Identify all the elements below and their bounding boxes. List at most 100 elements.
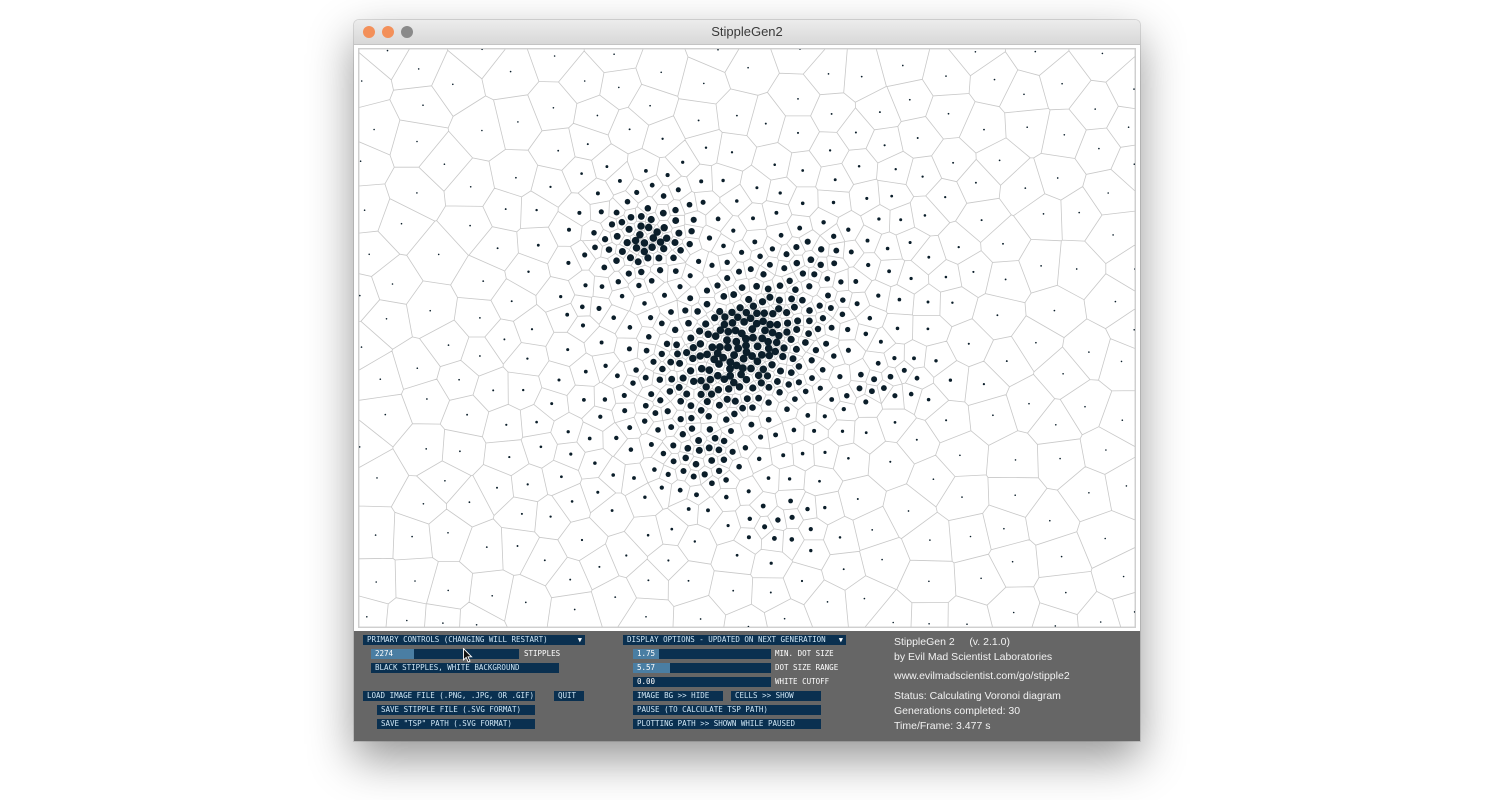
stipple-dot xyxy=(697,119,700,122)
stipple-dot xyxy=(447,589,450,592)
stipple-dot xyxy=(492,389,495,392)
stipples-slider[interactable]: 2274 xyxy=(371,649,519,659)
stipple-dot xyxy=(595,191,600,196)
stipple-dot xyxy=(878,111,881,114)
title-bar[interactable]: StippleGen2 xyxy=(354,20,1140,45)
stipple-dot xyxy=(901,64,904,67)
stipple-dot xyxy=(758,298,767,306)
stipple-canvas[interactable] xyxy=(358,48,1136,628)
stipple-dot xyxy=(633,367,639,373)
stipple-dot xyxy=(443,163,446,165)
stipple-dot xyxy=(1088,351,1090,353)
save-tsp-path-button[interactable]: SAVE "TSP" PATH (.SVG FORMAT) xyxy=(377,719,535,729)
stipple-dot xyxy=(466,413,469,416)
stipple-dot xyxy=(945,419,948,422)
stipple-dot xyxy=(883,144,886,147)
stipple-dot xyxy=(640,247,649,256)
quit-button[interactable]: QUIT xyxy=(554,691,584,701)
stipple-dot xyxy=(759,365,768,374)
stipple-dot xyxy=(802,388,809,395)
stipple-dot xyxy=(468,501,471,504)
stipple-dot xyxy=(626,346,632,352)
minimize-window-button[interactable] xyxy=(382,26,394,38)
stipple-dot xyxy=(998,159,1001,162)
stipple-dot xyxy=(672,217,680,225)
plotting-path-toggle[interactable]: PLOTTING PATH >> SHOWN WHILE PAUSED xyxy=(633,719,821,729)
stipple-dot xyxy=(769,591,772,594)
stipple-dot xyxy=(764,285,772,293)
stipple-dot xyxy=(376,477,378,479)
stipple-dot xyxy=(945,75,947,77)
stipple-dot xyxy=(611,315,617,321)
stipple-dot xyxy=(552,106,555,109)
stipple-dot xyxy=(482,280,485,282)
stipple-dot xyxy=(599,340,604,345)
stipple-dot xyxy=(1065,591,1067,594)
save-stipple-button[interactable]: SAVE STIPPLE FILE (.SVG FORMAT) xyxy=(377,705,535,715)
stipple-dot xyxy=(746,535,751,540)
display-options-dropdown[interactable]: DISPLAY OPTIONS - UPDATED ON NEXT GENERA… xyxy=(623,635,846,645)
stipple-dot xyxy=(775,296,783,304)
stipple-dot xyxy=(634,258,642,266)
stipple-dot xyxy=(665,173,670,178)
stipple-dot xyxy=(1035,341,1037,344)
stipple-dot xyxy=(715,401,723,409)
stipple-dot xyxy=(726,364,734,373)
zoom-window-button[interactable] xyxy=(401,26,413,38)
stipple-dot xyxy=(737,370,745,379)
stipple-dot xyxy=(605,165,609,169)
stipple-dot xyxy=(840,429,845,433)
stipple-dot xyxy=(642,374,649,381)
window-title: StippleGen2 xyxy=(711,24,783,39)
stipple-dot xyxy=(735,553,739,557)
stipple-dot xyxy=(648,277,655,284)
cells-toggle[interactable]: CELLS >> SHOW xyxy=(731,691,821,701)
close-window-button[interactable] xyxy=(363,26,375,38)
stipple-dot xyxy=(709,262,715,268)
image-bg-toggle[interactable]: IMAGE BG >> HIDE xyxy=(633,691,723,701)
stipple-dot xyxy=(881,558,883,561)
stipple-dot xyxy=(625,225,633,233)
stipple-dot xyxy=(814,325,822,333)
stipple-dot xyxy=(627,425,633,431)
stipple-dot xyxy=(675,229,683,237)
stipple-dot xyxy=(818,246,825,253)
stipple-dot xyxy=(536,243,540,247)
stipple-dot xyxy=(379,378,382,381)
stipple-dot xyxy=(557,378,561,382)
load-image-button[interactable]: LOAD IMAGE FILE (.PNG, .JPG, OR .GIF) xyxy=(363,691,535,701)
stipple-dot xyxy=(694,308,701,315)
stipple-dot xyxy=(614,373,620,379)
stipple-dot xyxy=(957,245,960,249)
stipple-dot xyxy=(764,122,767,125)
stipple-dot xyxy=(566,260,571,265)
stipple-dot xyxy=(1040,265,1042,267)
stipple-dot xyxy=(827,73,830,75)
stipple-dot xyxy=(845,347,851,353)
primary-controls-dropdown[interactable]: PRIMARY CONTROLS (CHANGING WILL RESTART)… xyxy=(363,635,585,645)
stipple-dot xyxy=(1056,177,1059,179)
color-mode-toggle[interactable]: BLACK STIPPLES, WHITE BACKGROUND xyxy=(371,663,559,673)
stipple-dot xyxy=(614,435,619,441)
stipple-dot xyxy=(704,330,712,339)
dot-size-range-slider[interactable]: 5.57 xyxy=(633,663,771,673)
pause-button[interactable]: PAUSE (TO CALCULATE TSP PATH) xyxy=(633,705,821,715)
stipple-dot xyxy=(677,415,684,423)
stipple-dot xyxy=(553,55,556,57)
stipple-dot xyxy=(739,404,746,412)
stipple-dot xyxy=(689,354,697,363)
stipple-dot xyxy=(838,536,842,539)
stipple-dot xyxy=(598,209,604,215)
website-link[interactable]: www.evilmadscientist.com/go/stipple2 xyxy=(894,670,1070,682)
stipple-dot xyxy=(613,232,621,240)
stipple-dot xyxy=(876,293,881,298)
stipple-dot xyxy=(670,442,677,449)
white-cutoff-slider[interactable]: 0.00 xyxy=(633,677,771,687)
stipple-dot xyxy=(726,372,735,380)
stipple-dot xyxy=(738,249,745,255)
stipple-dot xyxy=(458,378,460,381)
stipple-dot xyxy=(391,283,394,285)
min-dot-size-slider[interactable]: 1.75 xyxy=(633,649,771,659)
stipple-dot xyxy=(516,545,519,547)
stipple-dot xyxy=(429,309,432,312)
